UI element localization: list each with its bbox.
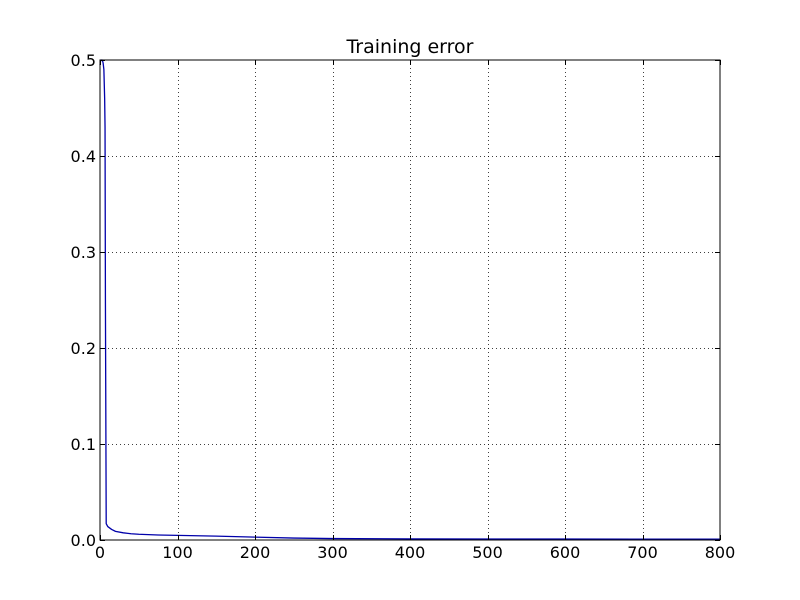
y-tick-label: 0.5 (71, 51, 96, 70)
x-tick-label: 200 (240, 543, 271, 562)
chart-title: Training error (345, 36, 473, 58)
y-tick-labels: 0.0 0.1 0.2 0.3 0.4 0.5 (71, 51, 96, 550)
x-tick-label: 800 (705, 543, 736, 562)
grid (100, 60, 720, 540)
series (99, 59, 720, 540)
y-tick-label: 0.2 (71, 339, 96, 358)
y-tick-label: 0.3 (71, 243, 96, 262)
plot-frame (99, 59, 721, 541)
y-tick-label: 0.1 (71, 435, 96, 454)
x-tick-label: 400 (395, 543, 426, 562)
y-tick-label: 0.0 (71, 531, 96, 550)
x-tick-label: 700 (627, 543, 658, 562)
x-tick-label: 300 (317, 543, 348, 562)
x-tick-label: 0 (95, 543, 105, 562)
x-tick-label: 100 (162, 543, 193, 562)
series-line-0 (99, 59, 720, 540)
x-tick-label: 600 (550, 543, 581, 562)
x-tick-label: 500 (472, 543, 503, 562)
x-tick-labels: 0 100 200 300 400 500 600 700 800 (95, 543, 735, 562)
y-tick-label: 0.4 (71, 147, 96, 166)
